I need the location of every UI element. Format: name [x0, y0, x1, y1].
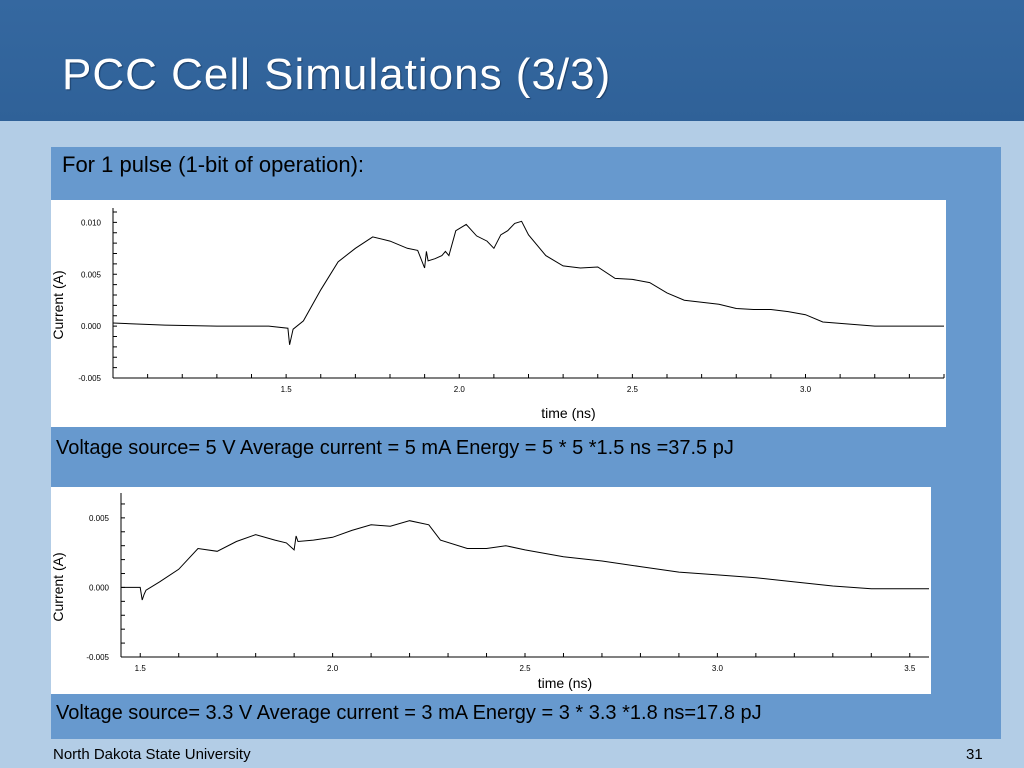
current-trace	[121, 520, 929, 601]
x-axis-label: time (ns)	[541, 405, 595, 421]
y-tick-label: 0.005	[81, 270, 102, 279]
title-bar	[0, 0, 1024, 121]
x-tick-label: 1.5	[281, 385, 293, 394]
y-axis-label: Current (A)	[51, 552, 66, 621]
current-chart-3v3: 1.5 2.0 2.5 3.0 3.5 0.005 0.000 -0.005 time (ns)…	[50, 493, 929, 691]
x-axis-label: time (ns)	[538, 675, 592, 691]
current-chart-5v: 1.5 2.0 2.5 3.0 0.010 0.005 0.000 -0.005 time (n…	[50, 208, 945, 421]
x-tick-label: 1.5	[135, 664, 147, 673]
caption-3v3: Voltage source= 3.3 V Average current = …	[56, 702, 762, 724]
x-tick-label: 3.0	[800, 385, 812, 394]
y-tick-label: 0.005	[89, 514, 110, 523]
slide-title: PCC Cell Simulations (3/3)	[62, 50, 612, 99]
x-tick-label: 2.0	[454, 385, 466, 394]
x-tick-label: 2.5	[519, 664, 531, 673]
y-tick-label: 0.010	[81, 218, 102, 227]
caption-5v: Voltage source= 5 V Average current = 5 …	[56, 437, 734, 459]
y-axis-label: Current (A)	[51, 270, 66, 339]
chart-1-container: 1.5 2.0 2.5 3.0 0.010 0.005 0.000 -0.005 time (n…	[50, 200, 946, 427]
x-tick-label: 2.5	[627, 385, 639, 394]
subheading: For 1 pulse (1-bit of operation):	[62, 152, 365, 177]
y-tick-label: 0.000	[81, 322, 102, 331]
chart-2-container: 1.5 2.0 2.5 3.0 3.5 0.005 0.000 -0.005 time (ns)…	[50, 487, 931, 694]
y-tick-label: -0.005	[78, 374, 101, 383]
y-tick-label: 0.000	[89, 583, 110, 592]
footer-university: North Dakota State University	[53, 746, 251, 763]
x-tick-label: 3.5	[904, 664, 916, 673]
x-tick-label: 3.0	[712, 664, 724, 673]
y-tick-label: -0.005	[86, 653, 109, 662]
current-trace	[112, 220, 944, 345]
x-tick-label: 2.0	[327, 664, 339, 673]
page-number: 31	[966, 746, 983, 763]
